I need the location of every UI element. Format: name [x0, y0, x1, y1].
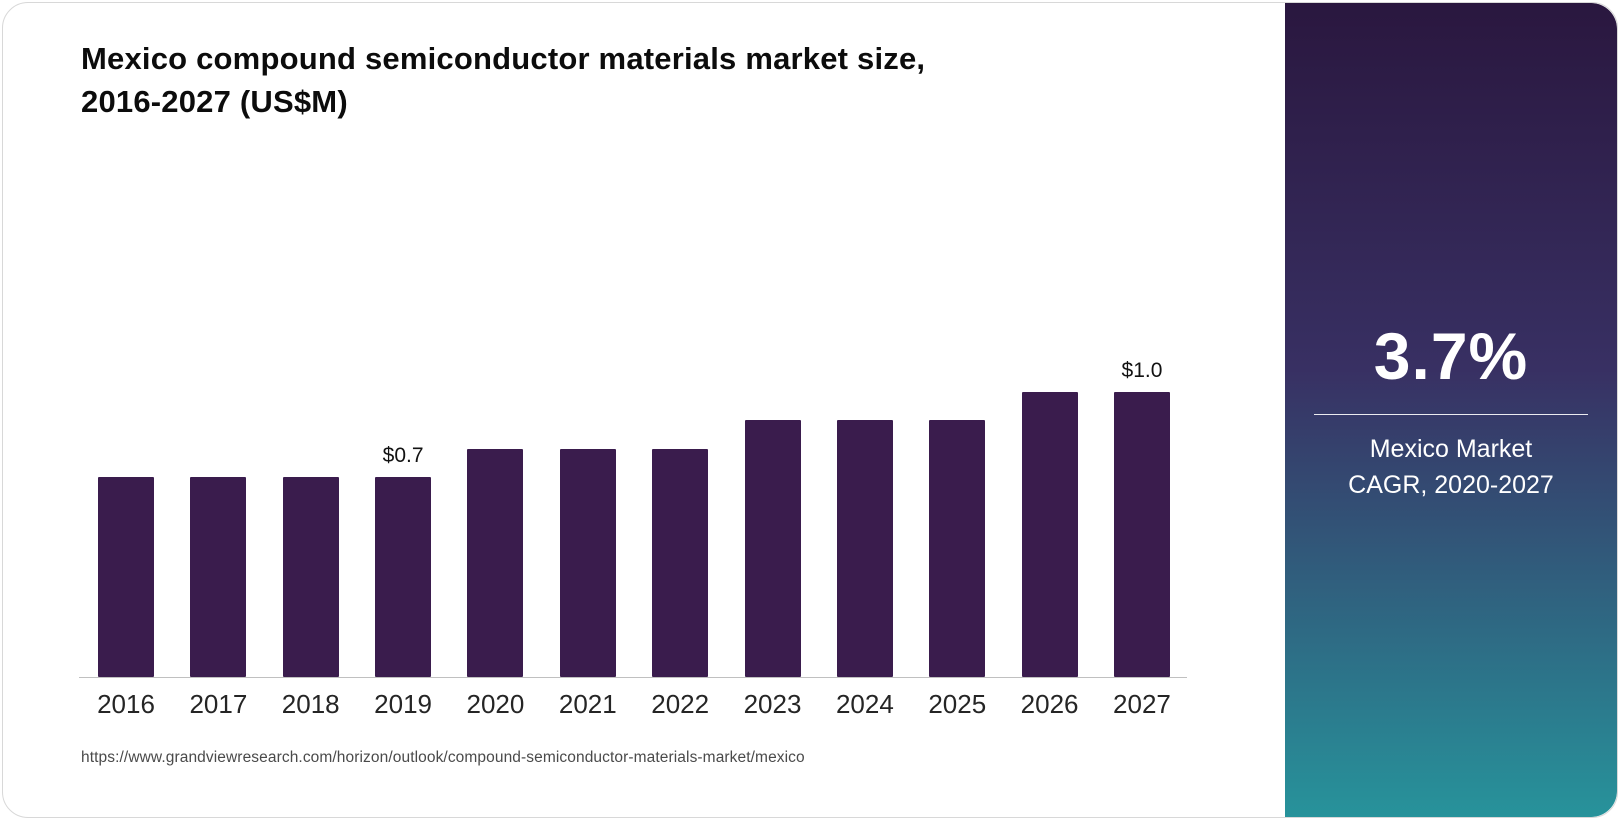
x-axis-label-2025: 2025 [928, 689, 987, 719]
bar-2020 [467, 449, 524, 677]
bar-col-2026 [1021, 392, 1078, 677]
bar-col-2017 [190, 477, 247, 677]
x-axis-label-2016: 2016 [97, 689, 155, 719]
bar-2023 [744, 420, 801, 677]
cagr-label: Mexico Market CAGR, 2020-2027 [1348, 431, 1554, 503]
x-axis-label-2019: 2019 [374, 689, 432, 719]
x-axis-label-2024: 2024 [835, 689, 894, 719]
bar-col-2021 [559, 449, 616, 677]
bar-2019 [375, 477, 432, 677]
x-axis-label-2021: 2021 [558, 689, 617, 719]
bar-2016 [98, 477, 154, 677]
x-axis-label-2022: 2022 [651, 689, 710, 719]
x-axis-label-2023: 2023 [743, 689, 802, 719]
bar-2027 [1113, 392, 1170, 677]
x-axis-label-2017: 2017 [189, 689, 248, 719]
source-url: https://www.grandviewresearch.com/horizo… [81, 749, 805, 766]
bar-2026 [1021, 392, 1078, 677]
bar-2018 [282, 477, 339, 677]
x-axis-labels: 2016 2017 2018 2019 2020 2021 2022 2023 2024 2025… [97, 689, 1171, 720]
bars-row: $0.7 $1.0 [98, 347, 1170, 677]
x-axis-label-2020: 2020 [466, 689, 525, 719]
bar-col-2024 [836, 420, 893, 677]
bar-col-2016 [98, 477, 154, 677]
cagr-sidebar: 3.7% Mexico Market CAGR, 2020-2027 [1285, 3, 1617, 817]
bar-2017 [190, 477, 247, 677]
chart-title-line-2: 2016-2027 (US$M) [81, 84, 348, 119]
chart-title: Mexico compound semiconductor materials … [81, 37, 925, 123]
chart-section: Mexico compound semiconductor materials … [3, 3, 1255, 817]
x-axis-label-2026: 2026 [1020, 689, 1079, 719]
bar-value-label-2027: $1.0 [1121, 359, 1163, 382]
bar-col-2027: $1.0 [1113, 359, 1170, 677]
x-axis-label-2027: 2027 [1113, 689, 1171, 719]
x-axis-line [79, 677, 1187, 678]
chart-title-line-1: Mexico compound semiconductor materials … [81, 41, 926, 76]
cagr-divider [1314, 413, 1588, 415]
bar-2022 [652, 449, 709, 677]
bar-col-2020 [467, 449, 524, 677]
bar-col-2019: $0.7 [375, 444, 432, 677]
cagr-value: 3.7% [1373, 318, 1529, 393]
bar-value-label-2019: $0.7 [382, 444, 424, 467]
bar-col-2018 [282, 477, 339, 677]
bar-2025 [929, 420, 986, 677]
cagr-label-line-1: Mexico Market [1369, 434, 1533, 463]
bar-2021 [559, 449, 616, 677]
bar-col-2023 [744, 420, 801, 677]
bar-2024 [836, 420, 893, 677]
cagr-label-line-2: CAGR, 2020-2027 [1348, 470, 1554, 499]
x-axis-label-2018: 2018 [281, 689, 340, 719]
bar-col-2025 [929, 420, 986, 677]
bar-col-2022 [652, 449, 709, 677]
